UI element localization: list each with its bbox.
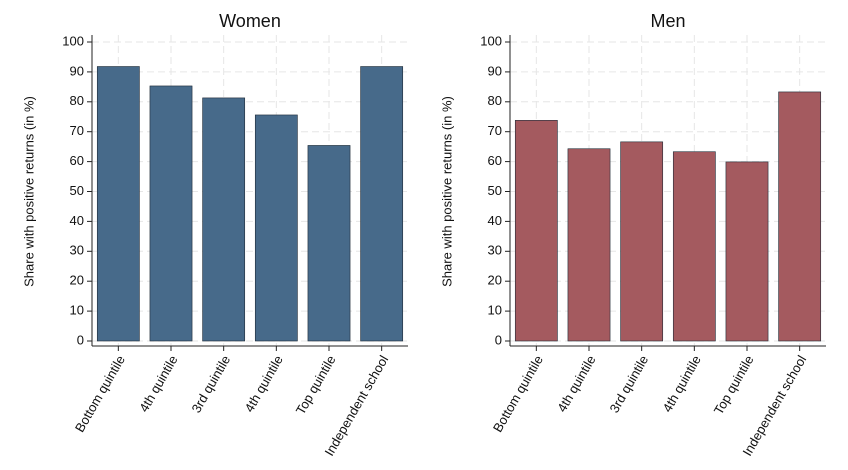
bar: [567, 148, 611, 342]
y-tick-label: 100: [62, 33, 84, 48]
x-tick-label: 4th quintile: [554, 353, 598, 415]
bar: [202, 97, 246, 342]
y-tick-label: 10: [70, 303, 84, 318]
y-tick-label: 80: [488, 93, 502, 108]
x-tick-label: 4th quintile: [659, 353, 703, 415]
chart-title: Women: [219, 11, 281, 31]
y-tick-label: 40: [70, 213, 84, 228]
y-tick-label: 100: [480, 33, 502, 48]
bar: [778, 91, 822, 342]
y-tick-label: 90: [488, 63, 502, 78]
bar: [96, 66, 140, 342]
bar: [672, 151, 716, 342]
y-tick-label: 20: [488, 273, 502, 288]
y-axis-label: Share with positive returns (in %): [21, 96, 36, 287]
x-tick-label: Top quintile: [711, 353, 757, 417]
y-tick-label: 90: [70, 63, 84, 78]
x-tick-label: Bottom quintile: [72, 353, 128, 435]
x-tick-label: 3rd quintile: [606, 353, 651, 416]
y-tick-label: 40: [488, 213, 502, 228]
bar: [149, 85, 193, 342]
y-tick-label: 0: [77, 332, 84, 347]
x-tick-label: 4th quintile: [136, 353, 180, 415]
x-tick-label: 4th quintile: [241, 353, 285, 415]
bar: [307, 145, 351, 342]
bar: [360, 66, 404, 342]
bar: [620, 141, 664, 342]
y-tick-label: 50: [488, 183, 502, 198]
y-axis-label: Share with positive returns (in %): [439, 96, 454, 287]
y-tick-label: 30: [70, 243, 84, 258]
bar: [254, 114, 298, 342]
y-tick-label: 10: [488, 303, 502, 318]
y-tick-label: 20: [70, 273, 84, 288]
x-tick-label: Top quintile: [293, 353, 339, 417]
bar: [725, 161, 769, 342]
y-tick-label: 80: [70, 93, 84, 108]
chart-title: Men: [650, 11, 685, 31]
y-tick-label: 50: [70, 183, 84, 198]
bar: [514, 120, 558, 342]
x-tick-label: Bottom quintile: [490, 353, 546, 435]
y-tick-label: 70: [488, 123, 502, 138]
y-tick-label: 30: [488, 243, 502, 258]
x-tick-label: 3rd quintile: [188, 353, 233, 416]
y-tick-label: 60: [70, 153, 84, 168]
y-tick-label: 70: [70, 123, 84, 138]
y-tick-label: 0: [495, 332, 502, 347]
y-tick-label: 60: [488, 153, 502, 168]
